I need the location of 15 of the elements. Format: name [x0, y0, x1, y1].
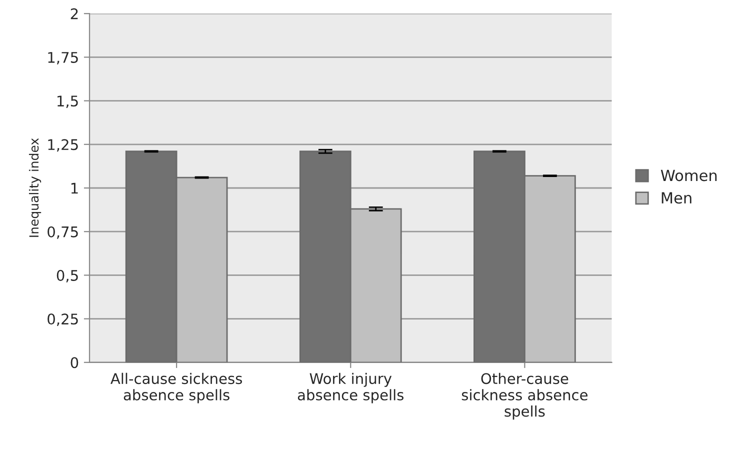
y-tick-label: 0,5 [56, 270, 78, 282]
legend-label: Men [662, 192, 692, 204]
legend-label: Women [660, 170, 717, 182]
y-tick-label: 1 [71, 182, 78, 194]
y-tick-label: 1,5 [58, 96, 78, 108]
y-tick-label: 2 [70, 8, 78, 20]
y-tick-label: 0,75 [48, 226, 78, 239]
y-axis-title: Inequality index [28, 138, 42, 237]
y-tick-label: 0,25 [48, 314, 78, 326]
y-tick-label: 1,75 [48, 52, 78, 64]
y-tick-label: 1,25 [48, 139, 78, 152]
x-tick-label: Other-cause sickness absence spells [462, 372, 588, 420]
x-tick-label: All-cause sickness absence spells [110, 372, 242, 404]
y-tick-label: 0 [70, 357, 78, 368]
x-tick-label: Work injury absence spells [298, 372, 404, 404]
